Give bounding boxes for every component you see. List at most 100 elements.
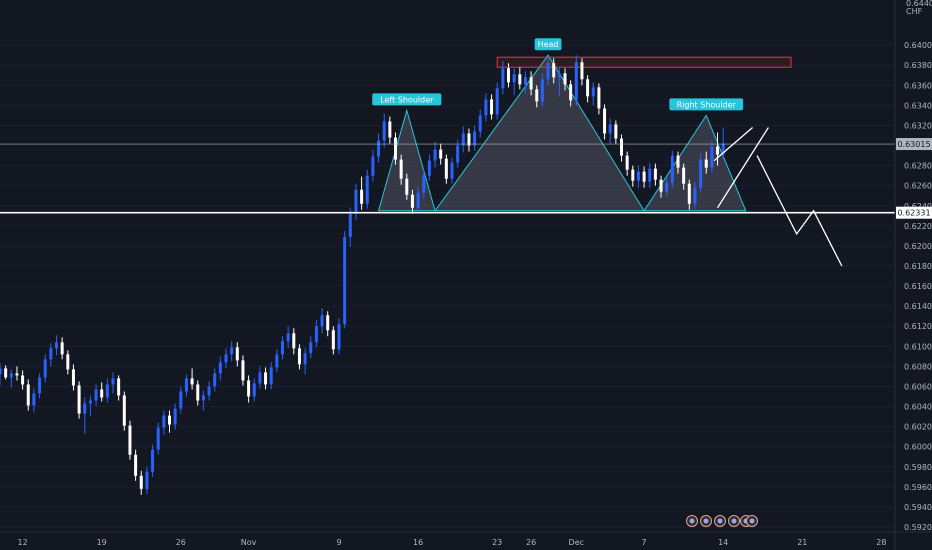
- candle-body[interactable]: [15, 373, 19, 376]
- candle-body[interactable]: [173, 408, 177, 425]
- candle-body[interactable]: [546, 63, 550, 80]
- candle-body[interactable]: [60, 342, 64, 355]
- candle-body[interactable]: [184, 378, 188, 392]
- candle-body[interactable]: [286, 333, 290, 342]
- candle-body[interactable]: [597, 87, 601, 109]
- candle-body[interactable]: [557, 73, 561, 78]
- candle-body[interactable]: [467, 133, 471, 146]
- candle-body[interactable]: [151, 449, 155, 472]
- candle-body[interactable]: [247, 380, 251, 397]
- candle-body[interactable]: [563, 73, 567, 85]
- candle-body[interactable]: [721, 143, 725, 155]
- candle-body[interactable]: [716, 146, 720, 155]
- candle-body[interactable]: [410, 194, 414, 208]
- candle-body[interactable]: [603, 108, 607, 134]
- event-flag-icon[interactable]: [746, 515, 758, 527]
- candle-body[interactable]: [648, 168, 652, 182]
- candle-body[interactable]: [32, 393, 36, 406]
- candle-body[interactable]: [241, 360, 245, 381]
- candle-body[interactable]: [196, 384, 200, 401]
- candle-body[interactable]: [422, 175, 426, 193]
- candles[interactable]: [0, 55, 725, 495]
- candle-body[interactable]: [179, 391, 183, 409]
- candle-body[interactable]: [0, 368, 2, 375]
- candle-body[interactable]: [235, 347, 239, 361]
- candle-body[interactable]: [83, 403, 87, 414]
- candle-body[interactable]: [309, 342, 313, 354]
- candle-body[interactable]: [9, 373, 13, 378]
- candle-body[interactable]: [224, 354, 228, 363]
- candle-body[interactable]: [111, 378, 115, 385]
- candle-body[interactable]: [292, 333, 296, 349]
- candle-body[interactable]: [348, 213, 352, 237]
- candle-body[interactable]: [343, 236, 347, 325]
- candle-body[interactable]: [55, 342, 58, 349]
- candle-body[interactable]: [230, 347, 234, 355]
- candle-body[interactable]: [687, 183, 691, 204]
- candle-body[interactable]: [38, 377, 42, 394]
- candle-body[interactable]: [128, 425, 132, 455]
- candle-body[interactable]: [614, 124, 618, 139]
- candle-body[interactable]: [620, 138, 623, 156]
- candle-body[interactable]: [552, 63, 556, 78]
- candle-body[interactable]: [258, 372, 262, 384]
- candle-body[interactable]: [314, 326, 318, 343]
- candle-body[interactable]: [168, 415, 171, 425]
- candle-body[interactable]: [574, 62, 578, 101]
- candle-body[interactable]: [710, 146, 714, 168]
- candle-body[interactable]: [105, 384, 109, 398]
- candle-body[interactable]: [608, 124, 612, 134]
- candle-body[interactable]: [382, 121, 386, 141]
- candle-body[interactable]: [416, 192, 420, 208]
- candle-body[interactable]: [433, 149, 437, 161]
- candle-body[interactable]: [156, 427, 160, 450]
- candle-body[interactable]: [281, 341, 284, 355]
- candle-body[interactable]: [4, 368, 8, 378]
- candle-body[interactable]: [218, 362, 222, 374]
- candle-body[interactable]: [490, 99, 494, 115]
- candle-body[interactable]: [66, 354, 70, 370]
- candle-body[interactable]: [71, 369, 75, 386]
- candle-body[interactable]: [201, 395, 205, 401]
- candle-body[interactable]: [405, 178, 409, 195]
- candle-body[interactable]: [26, 384, 30, 406]
- candle-body[interactable]: [117, 378, 121, 396]
- candle-body[interactable]: [365, 175, 369, 204]
- candle-body[interactable]: [269, 367, 273, 385]
- candle-body[interactable]: [326, 315, 330, 331]
- candle-body[interactable]: [190, 378, 194, 385]
- candle-body[interactable]: [94, 389, 98, 401]
- candle-body[interactable]: [377, 140, 381, 157]
- candle-body[interactable]: [676, 155, 680, 168]
- candle-body[interactable]: [478, 115, 482, 132]
- candle-body[interactable]: [275, 354, 279, 368]
- candle-body[interactable]: [49, 348, 53, 360]
- candle-body[interactable]: [297, 348, 301, 365]
- candle-body[interactable]: [501, 68, 505, 89]
- candle-body[interactable]: [450, 162, 454, 179]
- candle-body[interactable]: [207, 386, 211, 396]
- candle-body[interactable]: [371, 156, 375, 176]
- candle-body[interactable]: [320, 315, 324, 327]
- candle-body[interactable]: [535, 89, 539, 102]
- candle-body[interactable]: [529, 77, 533, 90]
- candle-body[interactable]: [213, 373, 217, 387]
- candle-body[interactable]: [134, 454, 138, 476]
- candle-body[interactable]: [699, 159, 703, 188]
- candle-body[interactable]: [665, 182, 669, 192]
- candle-body[interactable]: [461, 133, 465, 146]
- event-flag-icon[interactable]: [686, 515, 698, 527]
- candle-body[interactable]: [569, 84, 573, 101]
- candle-body[interactable]: [507, 68, 510, 83]
- candle-body[interactable]: [653, 168, 657, 180]
- candle-body[interactable]: [591, 87, 595, 97]
- candle-body[interactable]: [631, 169, 635, 181]
- candle-body[interactable]: [523, 77, 527, 85]
- candle-body[interactable]: [693, 187, 697, 204]
- candle-body[interactable]: [252, 383, 256, 397]
- candle-body[interactable]: [21, 375, 25, 385]
- candle-body[interactable]: [264, 372, 268, 385]
- candle-body[interactable]: [337, 324, 341, 350]
